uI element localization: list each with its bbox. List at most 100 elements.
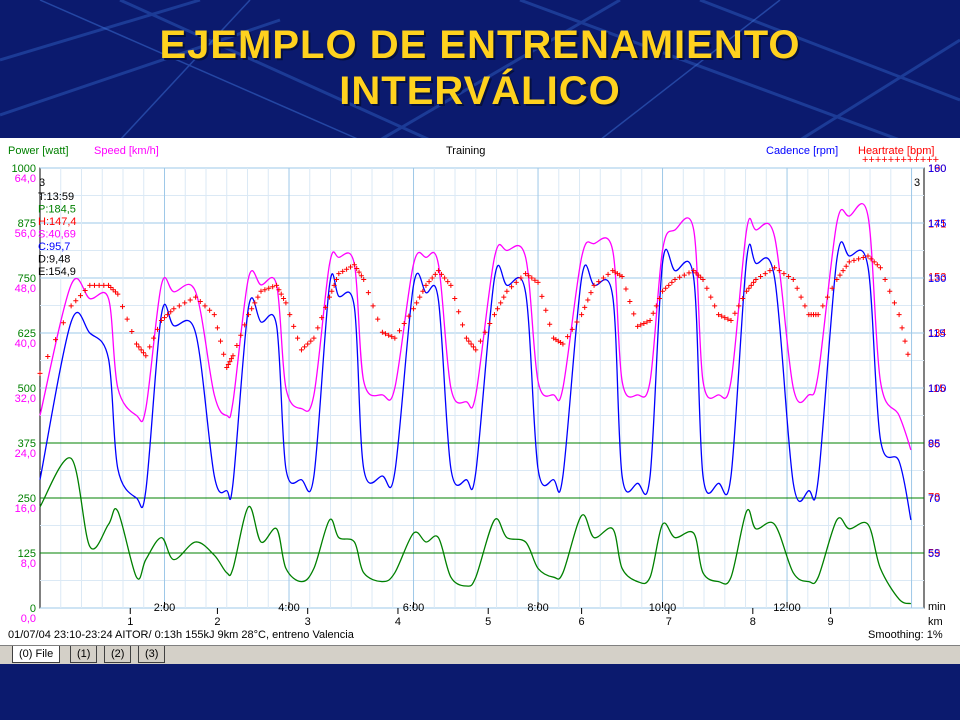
heartrate-point bbox=[392, 335, 398, 341]
heartrate-point bbox=[225, 362, 231, 368]
heartrate-point bbox=[591, 282, 597, 288]
heartrate-point bbox=[539, 293, 545, 299]
tab-file[interactable]: (0) File bbox=[12, 646, 61, 663]
tab-1[interactable]: (1) bbox=[70, 646, 98, 663]
stat-line: T:13:59 bbox=[38, 191, 74, 203]
cadence-tick-label: 115 bbox=[928, 328, 946, 340]
heartrate-point bbox=[728, 318, 734, 324]
heartrate-point bbox=[168, 309, 174, 315]
training-chart: 100064,087556,075048,062540,050032,03752… bbox=[8, 145, 946, 641]
heartrate-point bbox=[423, 282, 429, 288]
heartrate-point bbox=[635, 323, 641, 329]
heartrate-point bbox=[698, 274, 704, 280]
heartrate-point bbox=[565, 334, 571, 340]
heartrate-point bbox=[162, 315, 168, 321]
heartrate-point bbox=[627, 298, 633, 304]
heartrate-point bbox=[482, 329, 488, 335]
heartrate-point bbox=[329, 288, 335, 294]
cadence-tick-label: 100 bbox=[928, 383, 946, 395]
power-tick-label: 0 bbox=[30, 603, 36, 615]
heartrate-point bbox=[411, 306, 417, 312]
heartrate-point bbox=[905, 351, 911, 357]
heartrate-point bbox=[491, 312, 497, 318]
heartrate-point bbox=[851, 257, 857, 263]
heartrate-point bbox=[302, 344, 308, 350]
speed-tick-label: 32,0 bbox=[15, 393, 36, 405]
heartrate-point bbox=[748, 282, 754, 288]
heartrate-point bbox=[262, 287, 268, 293]
km-tick-label: 5 bbox=[485, 616, 491, 628]
time-tick-label: 12:00 bbox=[773, 602, 801, 614]
heartrate-point bbox=[155, 326, 161, 332]
heartrate-point bbox=[825, 294, 831, 300]
heartrate-point bbox=[513, 279, 519, 285]
stats-box: T:13:59P:184,5H:147,4S:40,69C:95,7D:9,48… bbox=[38, 191, 77, 278]
legend-heartrate-marker: ++++++++++++ bbox=[862, 154, 939, 166]
power-tick-label: 500 bbox=[18, 383, 36, 395]
heartrate-point bbox=[305, 341, 311, 347]
heartrate-point bbox=[740, 296, 746, 302]
heartrate-tick-label: 153 bbox=[928, 272, 946, 284]
heartrate-tick-label: 78 bbox=[928, 492, 940, 504]
heartrate-point bbox=[295, 335, 301, 341]
heartrate-point bbox=[456, 309, 462, 315]
heartrate-point bbox=[238, 332, 244, 338]
km-tick-label: 9 bbox=[828, 616, 834, 628]
heartrate-point bbox=[887, 288, 893, 294]
heartrate-point bbox=[445, 279, 451, 285]
heartrate-point bbox=[331, 282, 337, 288]
heartrate-point bbox=[274, 282, 280, 288]
heartrate-point bbox=[276, 287, 282, 293]
heartrate-point bbox=[119, 304, 125, 310]
heartrate-point bbox=[751, 279, 757, 285]
heartrate-point bbox=[477, 338, 483, 344]
heartrate-point bbox=[470, 344, 476, 350]
stat-line: P:184,5 bbox=[38, 204, 76, 216]
tab-2[interactable]: (2) bbox=[104, 646, 132, 663]
series-speed bbox=[39, 203, 912, 451]
heartrate-point bbox=[725, 316, 731, 322]
heartrate-point bbox=[311, 335, 317, 341]
heartrate-point bbox=[815, 312, 821, 318]
heartrate-point bbox=[386, 332, 392, 338]
heartrate-point bbox=[291, 323, 297, 329]
heartrate-point bbox=[361, 276, 367, 282]
heartrate-point bbox=[91, 282, 97, 288]
heartrate-point bbox=[677, 274, 683, 280]
cadence-tick-label: 85 bbox=[928, 438, 940, 450]
heartrate-point bbox=[252, 300, 258, 306]
heartrate-point bbox=[315, 325, 321, 331]
time-tick-label: 6:00 bbox=[403, 602, 424, 614]
power-tick-label: 875 bbox=[18, 218, 36, 230]
heartrate-point bbox=[108, 285, 114, 291]
heartrate-point bbox=[704, 285, 710, 291]
heartrate-point bbox=[115, 291, 121, 297]
stat-line: E:154,9 bbox=[38, 266, 76, 278]
heartrate-point bbox=[650, 310, 656, 316]
heartrate-point bbox=[242, 322, 248, 328]
heartrate-point bbox=[365, 290, 371, 296]
heartrate-point bbox=[722, 315, 728, 321]
heartrate-point bbox=[158, 318, 164, 324]
heartrate-point bbox=[631, 311, 637, 317]
heartrate-point bbox=[370, 303, 376, 309]
heartrate-point bbox=[129, 329, 135, 335]
heartrate-point bbox=[772, 265, 778, 271]
heartrate-point bbox=[143, 353, 149, 359]
heartrate-point bbox=[397, 328, 403, 334]
tab-3[interactable]: (3) bbox=[138, 646, 166, 663]
heartrate-point bbox=[207, 307, 213, 313]
power-tick-label: 375 bbox=[18, 438, 36, 450]
heartrate-point bbox=[495, 306, 501, 312]
heartrate-point bbox=[426, 279, 432, 285]
reference-lines bbox=[40, 442, 924, 554]
session-info: 01/07/04 23:10-23:24 AITOR/ 0:13h 155kJ … bbox=[8, 629, 355, 641]
heartrate-point bbox=[695, 272, 701, 278]
heartrate-point bbox=[287, 312, 293, 318]
heartrate-point bbox=[82, 287, 88, 293]
heartrate-point bbox=[151, 335, 157, 341]
chart-title: Training bbox=[446, 145, 485, 157]
heartrate-point bbox=[798, 294, 804, 300]
heartrate-point bbox=[344, 266, 350, 272]
heartrate-point bbox=[504, 288, 510, 294]
